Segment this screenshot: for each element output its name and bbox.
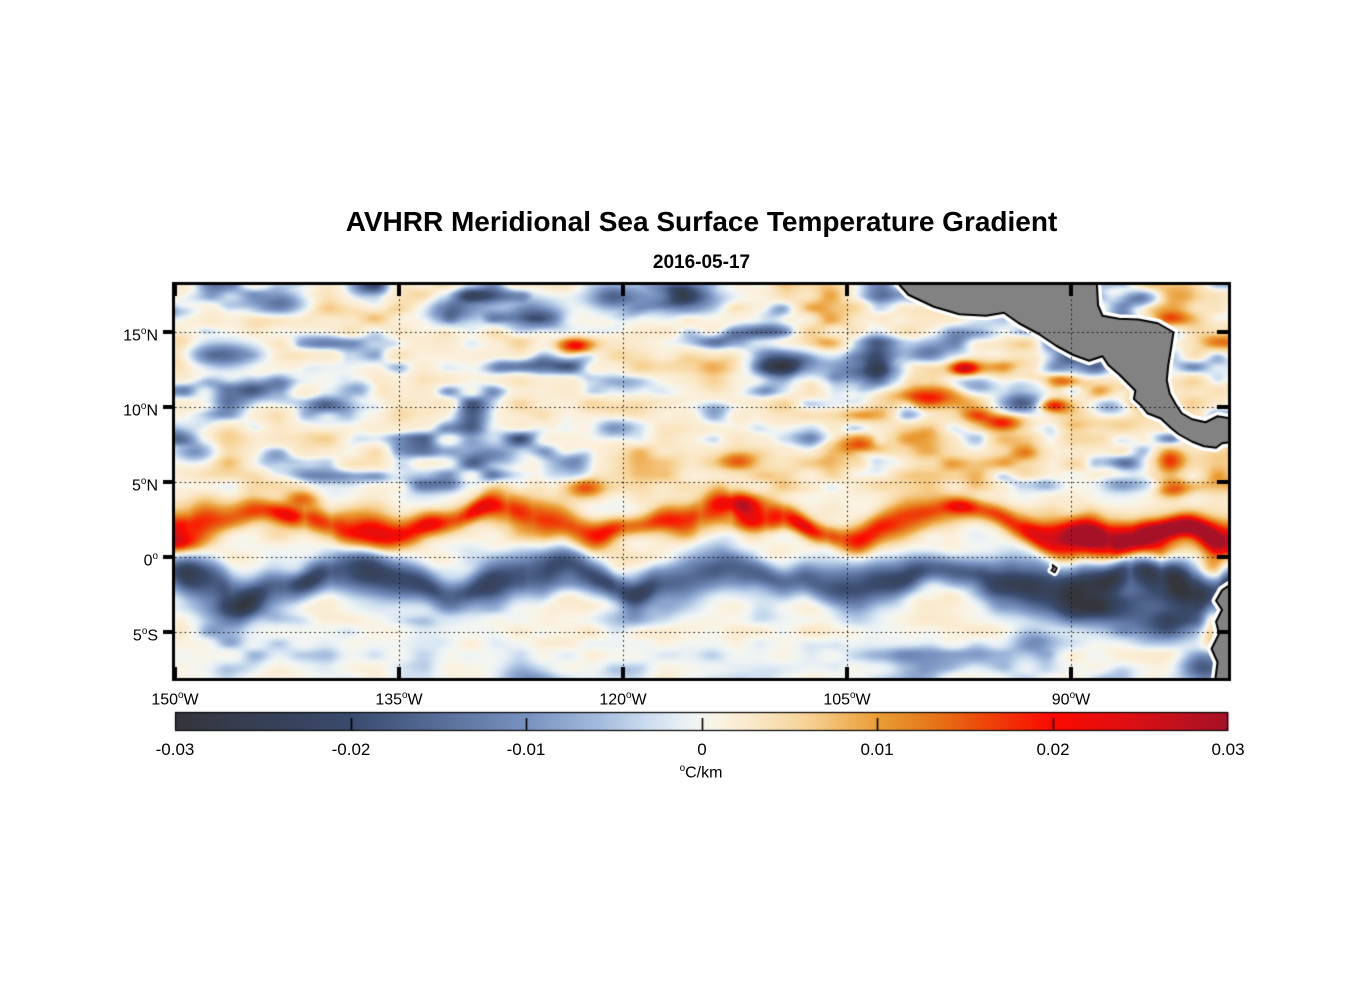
- y-axis-tick-label: 5oS: [132, 626, 158, 645]
- colorbar-tick-label: -0.03: [155, 740, 195, 759]
- colorbar-tick-label: 0.01: [860, 740, 894, 759]
- colorbar-units-label: oC/km: [679, 763, 723, 782]
- x-axis-tick-label: 120oW: [599, 690, 647, 709]
- sst-gradient-map-canvas: [0, 0, 1356, 820]
- x-axis-tick-label: 90oW: [1051, 690, 1091, 709]
- x-axis-tick-label: 135oW: [375, 690, 423, 709]
- x-axis-tick-label: 150oW: [151, 690, 199, 709]
- colorbar-tick-label: 0: [697, 740, 707, 759]
- colorbar-tick-label: 0.03: [1211, 740, 1245, 759]
- colorbar-tick-label: -0.01: [506, 740, 546, 759]
- colorbar-tick-label: -0.02: [331, 740, 371, 759]
- x-axis-tick-label: 105oW: [823, 690, 871, 709]
- y-axis-tick-label: 15oN: [123, 326, 158, 345]
- y-axis-tick-label: 5oN: [132, 476, 158, 495]
- chart-title: AVHRR Meridional Sea Surface Temperature…: [345, 206, 1058, 237]
- colorbar-tick-label: 0.02: [1036, 740, 1070, 759]
- chart-date-subtitle: 2016-05-17: [652, 252, 751, 273]
- y-axis-tick-label: 10oN: [123, 401, 158, 420]
- y-axis-tick-label: 0o: [143, 551, 158, 570]
